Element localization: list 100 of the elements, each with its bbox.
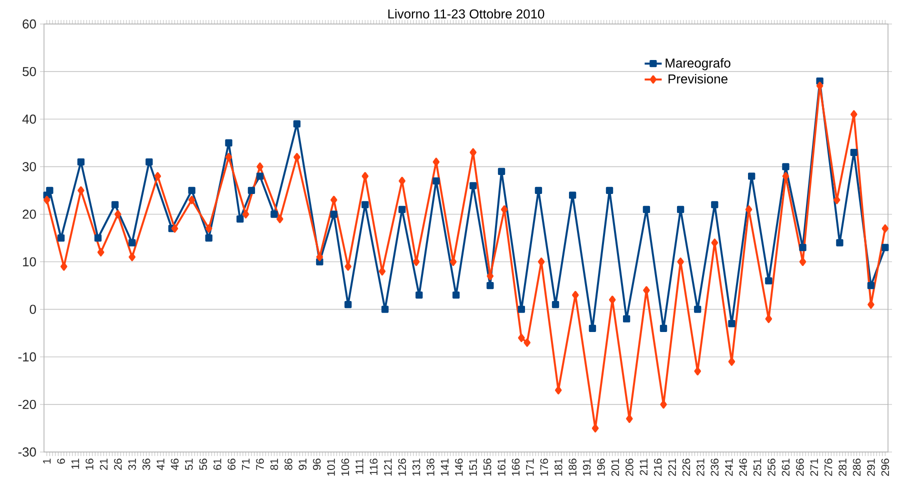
x-tick-label: 6 bbox=[57, 458, 65, 464]
point bbox=[114, 210, 122, 218]
x-tick-label: 51 bbox=[185, 458, 193, 470]
point bbox=[782, 172, 790, 180]
point bbox=[94, 234, 102, 242]
point bbox=[868, 300, 874, 309]
point bbox=[154, 172, 162, 180]
x-tick-label: 96 bbox=[312, 458, 321, 470]
point bbox=[432, 177, 440, 185]
point bbox=[694, 306, 702, 313]
point bbox=[711, 238, 718, 247]
x-tick-label: 271 bbox=[810, 458, 818, 476]
point bbox=[711, 201, 718, 208]
y-tick-label: 50 bbox=[22, 66, 36, 76]
y-tick-label: -30 bbox=[18, 447, 36, 457]
point bbox=[518, 306, 526, 313]
x-tick-label: 1 bbox=[43, 458, 51, 464]
point bbox=[225, 152, 232, 162]
x-tick-label: 151 bbox=[469, 458, 477, 476]
x-tick-label: 61 bbox=[213, 458, 222, 470]
x-tick-label: 111 bbox=[356, 458, 364, 474]
x-tick-label: 11 bbox=[72, 458, 80, 469]
x-tick-label: 286 bbox=[852, 458, 861, 476]
point bbox=[882, 224, 889, 233]
point bbox=[538, 258, 545, 266]
x-tick-label: 36 bbox=[142, 458, 150, 470]
point bbox=[248, 186, 256, 194]
x-tick-label: 201 bbox=[611, 458, 620, 476]
y-tick-label: 20 bbox=[22, 210, 36, 219]
x-tick-label: 101 bbox=[327, 458, 335, 476]
point bbox=[276, 214, 284, 224]
point bbox=[867, 282, 875, 290]
x-tick-label: 281 bbox=[838, 458, 846, 476]
x-tick-label: 116 bbox=[370, 458, 378, 475]
point bbox=[398, 206, 406, 214]
x-tick-label: 231 bbox=[696, 458, 704, 476]
x-tick-label: 161 bbox=[498, 458, 506, 476]
legend-label: Previsione bbox=[668, 74, 728, 84]
y-tick-label: 60 bbox=[22, 19, 36, 29]
point bbox=[748, 172, 756, 180]
point bbox=[46, 186, 54, 194]
point bbox=[128, 239, 136, 246]
x-tick-label: 261 bbox=[782, 458, 790, 476]
x-tick-label: 131 bbox=[412, 458, 420, 476]
x-tick-label: 76 bbox=[256, 458, 264, 470]
point bbox=[592, 424, 599, 432]
x-tick-label: 226 bbox=[682, 458, 690, 476]
x-tick-label: 181 bbox=[554, 458, 562, 476]
x-tick-label: 171 bbox=[526, 458, 534, 476]
point bbox=[362, 201, 369, 208]
point bbox=[344, 300, 352, 308]
point bbox=[330, 210, 338, 218]
point bbox=[782, 163, 790, 170]
point bbox=[111, 201, 119, 208]
point bbox=[256, 172, 264, 180]
point bbox=[362, 172, 369, 180]
x-tick-label: 26 bbox=[114, 458, 122, 470]
point bbox=[57, 234, 65, 242]
x-tick-label: 91 bbox=[298, 458, 306, 470]
point bbox=[836, 239, 844, 246]
x-tick-label: 31 bbox=[128, 458, 136, 470]
x-tick-label: 46 bbox=[170, 458, 179, 470]
point bbox=[60, 262, 68, 271]
point bbox=[552, 300, 560, 308]
x-tick-label: 146 bbox=[455, 458, 463, 476]
point bbox=[676, 206, 684, 214]
point bbox=[643, 286, 650, 294]
point bbox=[470, 182, 477, 190]
point bbox=[450, 258, 457, 266]
x-tick-label: 211 bbox=[640, 458, 648, 476]
x-tick-label: 66 bbox=[228, 458, 236, 470]
point bbox=[188, 186, 196, 194]
x-tick-label: 186 bbox=[568, 458, 576, 476]
x-tick-label: 236 bbox=[710, 458, 719, 476]
x-tick-label: 216 bbox=[654, 458, 662, 476]
point bbox=[412, 258, 420, 266]
point bbox=[378, 267, 386, 276]
y-tick-label: 40 bbox=[22, 114, 36, 124]
x-tick-label: 266 bbox=[796, 458, 804, 476]
point bbox=[43, 196, 50, 204]
point bbox=[498, 168, 506, 176]
point bbox=[850, 110, 858, 119]
x-tick-label: 106 bbox=[341, 458, 350, 476]
point bbox=[660, 324, 668, 332]
point bbox=[799, 244, 806, 252]
point bbox=[572, 290, 579, 300]
point bbox=[171, 224, 178, 233]
x-tick-label: 136 bbox=[426, 458, 434, 476]
x-tick-label: 141 bbox=[440, 458, 448, 476]
point bbox=[728, 320, 736, 328]
point bbox=[256, 162, 264, 171]
point bbox=[225, 139, 232, 146]
y-tick-label: -10 bbox=[18, 352, 36, 362]
point bbox=[622, 315, 630, 322]
x-tick-label: 251 bbox=[753, 458, 762, 476]
point bbox=[606, 186, 614, 194]
point bbox=[882, 244, 889, 252]
x-tick-label: 296 bbox=[881, 458, 890, 476]
x-tick-label: 246 bbox=[739, 458, 747, 476]
point bbox=[660, 400, 667, 409]
